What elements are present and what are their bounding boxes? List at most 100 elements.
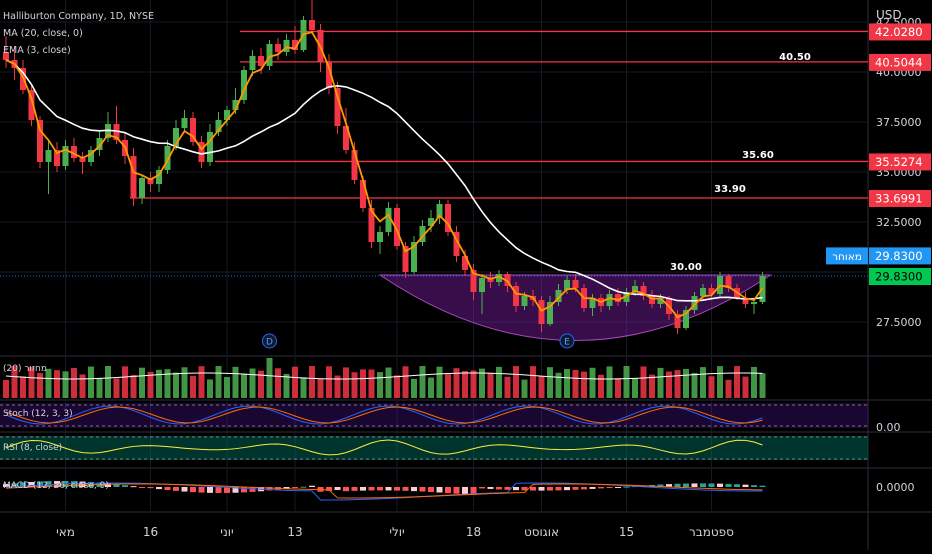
volume-bar (717, 366, 723, 398)
macd-hist-bar (28, 481, 35, 487)
candle-body (88, 150, 94, 162)
volume-bar (547, 367, 553, 398)
candle-body (249, 56, 256, 70)
rsi-pane-label: RSI (8, close) (3, 443, 63, 453)
volume-bar (54, 370, 60, 398)
candle-body (470, 270, 477, 292)
x-tick-label-7: 15 (619, 525, 634, 539)
macd-hist-bar (156, 487, 162, 490)
delayed-tag-bg (826, 247, 868, 265)
volume-bar (113, 378, 120, 398)
volume-bar (751, 366, 757, 398)
volume-bar (232, 366, 239, 398)
price-tag-3-text: 33.6991 (875, 192, 923, 206)
volume-bar (300, 377, 307, 398)
volume-bar (45, 368, 52, 398)
macd-hist-bar (343, 487, 349, 492)
event-marker-1[interactable] (559, 333, 575, 349)
macd-hist-bar (173, 487, 179, 491)
event-marker-0[interactable] (262, 333, 277, 349)
volume-bar (11, 366, 18, 398)
candle-body (632, 286, 638, 292)
volume-pane-label: מחזור (20) (3, 364, 47, 374)
volume-bar (538, 376, 545, 398)
candle-body (351, 150, 358, 180)
volume-bar (657, 367, 664, 398)
y-tick-label-6: 27.5000 (876, 316, 922, 329)
macd-signal-line (5, 483, 763, 499)
volume-bar (564, 369, 570, 398)
volume-bar (479, 368, 485, 398)
volume-bar (334, 375, 341, 398)
candle-body (368, 208, 375, 242)
macd-hist-bar (734, 484, 740, 487)
stoch-pane-label: Stoch (12, 3, 3) (3, 409, 73, 419)
volume-bar (96, 377, 103, 398)
macd-hist-bar (411, 487, 417, 492)
macd-hist-bar (615, 487, 621, 488)
volume-bar (606, 366, 613, 398)
x-tick-label-3: 13 (287, 525, 302, 539)
macd-hist-bar (479, 487, 485, 489)
volume-bar (156, 369, 162, 398)
volume-bar (292, 366, 298, 398)
volume-bar (615, 378, 621, 398)
price-tag-4-bg (869, 247, 931, 265)
macd-hist-bar (207, 487, 213, 493)
candle-body (198, 142, 205, 162)
candle-body (700, 288, 706, 296)
macd-hist-bar (334, 487, 341, 491)
volume-bar (462, 371, 468, 398)
candle-body (275, 44, 281, 52)
volume-bar (249, 368, 256, 398)
macd-hist-bar (530, 487, 536, 491)
price-tag-1-bg (869, 53, 931, 71)
volume-bar (436, 366, 443, 398)
volume-bar (360, 369, 366, 398)
macd-hist-bar (683, 483, 689, 487)
macd-hist-bar (377, 487, 383, 491)
macd-hist-bar (122, 485, 128, 487)
volume-bar (487, 373, 494, 398)
volume-bar (632, 378, 638, 398)
x-tick-label-0: מאי (56, 525, 75, 539)
stoch-band (0, 403, 868, 428)
ma-20-line (5, 59, 763, 302)
volume-bar (215, 366, 222, 398)
candle-body (173, 128, 179, 146)
candle-body (54, 150, 60, 166)
volume-bar (402, 366, 409, 398)
candle-body (504, 274, 511, 286)
macd-hist-bar (292, 487, 298, 488)
candle-body (487, 278, 494, 282)
candle-body (3, 52, 9, 60)
candle-body (181, 118, 188, 128)
macd-hist-bar (190, 487, 196, 493)
x-tick-label-6: אוגוסט (524, 525, 559, 539)
volume-bar (759, 373, 766, 398)
candle-body (428, 218, 434, 226)
volume-bar (368, 369, 375, 398)
volume-bar (521, 379, 528, 398)
macd-hist-bar (606, 487, 613, 488)
candle-body (419, 226, 426, 242)
macd-hist-bar (360, 487, 366, 491)
macd-hist-bar (309, 485, 315, 487)
macd-hist-bar (266, 487, 273, 491)
macd-hist-bar (487, 487, 494, 489)
candle-body (521, 296, 528, 306)
candle-body (725, 276, 732, 288)
volume-bar (572, 369, 579, 398)
volume-bar (623, 366, 630, 398)
candle-body (215, 120, 222, 132)
candle-body (649, 296, 655, 304)
ema-line: EMA (3, close) (3, 45, 71, 56)
candle-body (71, 146, 77, 158)
volume-bar (581, 371, 587, 398)
volume-bar (224, 376, 230, 398)
volume-bar (173, 372, 179, 398)
candle-body (479, 278, 485, 292)
volume-bar (411, 378, 417, 398)
price-tag-2-bg (869, 153, 931, 171)
